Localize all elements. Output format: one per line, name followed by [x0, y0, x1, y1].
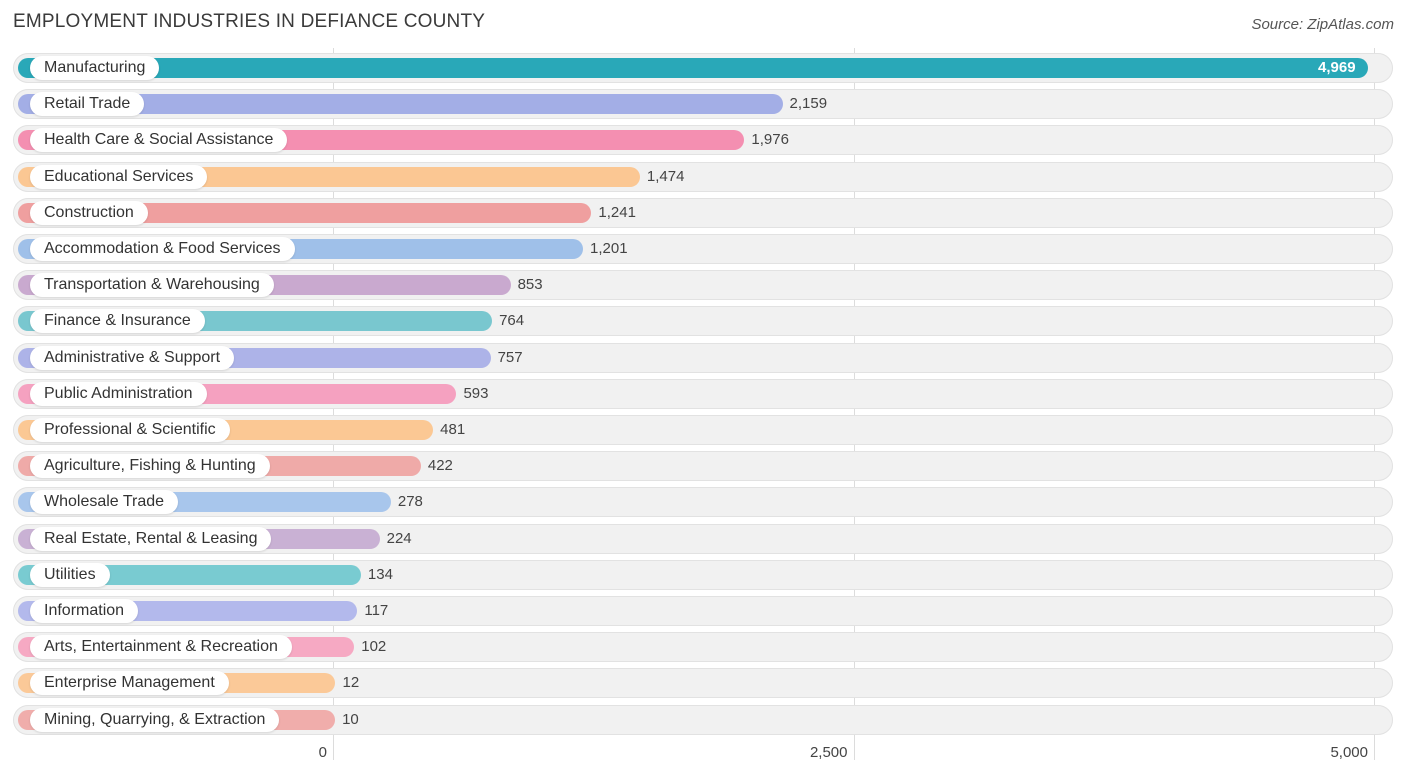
- value-label: 853: [517, 276, 543, 294]
- value-label: 1,474: [646, 167, 685, 185]
- category-label: Accommodation & Food Services: [30, 237, 295, 261]
- category-label: Information: [30, 599, 139, 623]
- category-label: Enterprise Management: [30, 671, 229, 696]
- value-label: 4,969: [1318, 59, 1356, 76]
- category-label: Arts, Entertainment & Recreation: [30, 635, 292, 660]
- x-tick-label: 5,000: [1330, 744, 1368, 761]
- category-label: Utilities: [30, 562, 110, 587]
- value-label: 2,159: [789, 95, 828, 113]
- category-label: Mining, Quarrying, & Extraction: [30, 707, 280, 732]
- category-label: Professional & Scientific: [30, 418, 230, 442]
- value-label: 10: [342, 710, 359, 728]
- category-label: Manufacturing: [30, 56, 160, 80]
- chart-title: EMPLOYMENT INDUSTRIES IN DEFIANCE COUNTY: [13, 11, 486, 32]
- value-label: 1,201: [590, 240, 628, 257]
- x-tick-label: 0: [318, 744, 327, 761]
- value-label: 764: [499, 312, 525, 330]
- x-tick-label: 2,500: [809, 744, 848, 761]
- bar[interactable]: [18, 58, 1368, 78]
- value-label: 422: [427, 457, 453, 475]
- category-label: Transportation & Warehousing: [30, 273, 274, 298]
- bar[interactable]: [18, 94, 783, 115]
- category-label: Real Estate, Rental & Leasing: [30, 526, 272, 551]
- category-label: Public Administration: [30, 381, 207, 406]
- source-label: Source: ZipAtlas.com: [1251, 16, 1394, 33]
- value-label: 278: [397, 493, 423, 511]
- category-label: Finance & Insurance: [30, 309, 205, 334]
- value-label: 12: [342, 674, 360, 692]
- category-label: Agriculture, Fishing & Hunting: [30, 454, 270, 479]
- value-label: 1,241: [598, 203, 636, 221]
- category-label: Retail Trade: [30, 92, 145, 117]
- category-label: Wholesale Trade: [30, 490, 179, 515]
- category-label: Educational Services: [30, 164, 208, 189]
- category-label: Health Care & Social Assistance: [30, 128, 288, 153]
- value-label: 593: [463, 384, 489, 402]
- category-label: Construction: [30, 200, 148, 225]
- value-label: 757: [497, 348, 523, 366]
- value-label: 1,976: [751, 131, 789, 149]
- value-label: 117: [364, 602, 389, 619]
- value-label: 134: [367, 565, 393, 583]
- category-label: Administrative & Support: [30, 345, 235, 370]
- value-label: 481: [440, 421, 466, 438]
- bar[interactable]: [18, 202, 592, 223]
- value-label: 102: [361, 638, 387, 656]
- value-label: 224: [386, 529, 412, 547]
